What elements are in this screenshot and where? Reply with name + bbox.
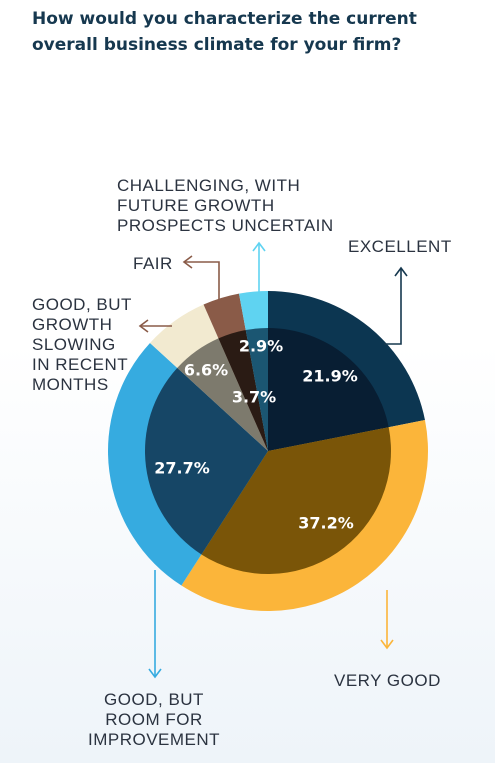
inner-slice-excellent: [268, 328, 389, 451]
slice-value-label-challenging-with-future-growth-prospects-uncertain: 2.9%: [239, 337, 283, 356]
slowing-arrow-icon: [138, 319, 149, 333]
room-arrow-icon: [148, 668, 162, 679]
chart-title-line-1: How would you characterize the current: [32, 9, 417, 29]
slice-value-label-very-good: 37.2%: [298, 514, 354, 533]
category-label-line: SLOWING: [32, 335, 116, 354]
inner-slice-very-good: [201, 427, 391, 575]
category-label-line: EXCELLENT: [348, 237, 452, 256]
category-label-line: PROSPECTS UNCERTAIN: [117, 216, 334, 235]
category-label-line: IMPROVEMENT: [88, 730, 220, 749]
slice-value-label-fair: 3.7%: [232, 388, 276, 407]
inner-slice-fair: [218, 330, 268, 451]
category-label-line: IN RECENT: [32, 355, 128, 374]
very-good-arrow-icon: [380, 639, 394, 650]
challenging-arrow-icon: [252, 241, 266, 252]
chart-title-line-2: overall business climate for your firm?: [32, 35, 402, 55]
inner-slice-good-but-room-for-improvement: [144, 367, 268, 555]
category-label-line: CHALLENGING, WITH: [117, 176, 300, 195]
category-label-line: FAIR: [133, 254, 173, 273]
chart-title: How would you characterize the current o…: [32, 6, 472, 58]
inner-slice-good-but-growth-slowing-in-recent-months: [177, 338, 268, 451]
inner-slice-challenging-with-future-growth-prospects-uncertain: [245, 328, 268, 451]
category-label-very-good: VERY GOOD: [334, 671, 441, 690]
category-label-line: FUTURE GROWTH: [117, 196, 275, 215]
category-label-fair: FAIR: [133, 254, 173, 273]
category-label-line: GOOD, BUT: [104, 690, 204, 709]
category-label-line: ROOM FOR: [105, 710, 203, 729]
percentage-labels: 21.9% 37.2% 27.7% 6.6%3.7% 2.9%: [154, 337, 358, 533]
slice-value-label-good-but-growth-slowing-in-recent-months: 6.6%: [184, 361, 228, 380]
slice-value-label-good-but-room-for-improvement: 27.7%: [154, 459, 210, 478]
category-label-excellent: EXCELLENT: [348, 237, 452, 256]
category-label-good-but-room-for-improvement: GOOD, BUT ROOM FOR IMPROVEMENT: [88, 690, 220, 749]
category-label-challenging-with-future-growth-prospects-uncertain: CHALLENGING, WITH FUTURE GROWTH PROSPECTS …: [117, 176, 334, 235]
fair-callout-line: [184, 261, 220, 300]
category-label-line: VERY GOOD: [334, 671, 441, 690]
category-label-line: GOOD, BUT: [32, 295, 132, 314]
fair-arrow-icon: [182, 255, 193, 269]
category-label-line: MONTHS: [32, 375, 109, 394]
excellent-arrow-icon: [394, 266, 408, 277]
category-label-good-but-growth-slowing-in-recent-months: GOOD, BUT GROWTH SLOWING IN RECENT MONTHS: [32, 295, 132, 394]
inner-pie: [144, 328, 391, 575]
slice-value-label-excellent: 21.9%: [302, 367, 358, 386]
excellent-callout-line: [384, 268, 402, 345]
category-label-line: GROWTH: [32, 315, 112, 334]
